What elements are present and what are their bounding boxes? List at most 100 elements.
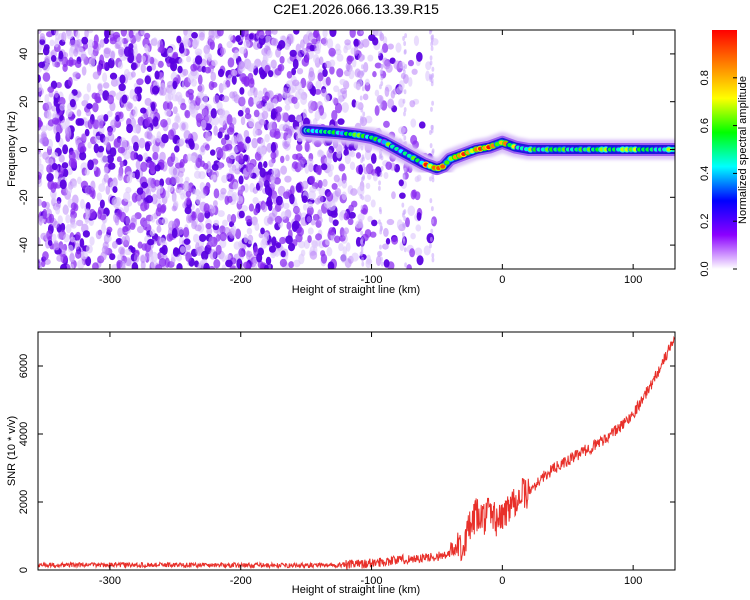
noise-streak xyxy=(431,34,435,40)
spectrogram-y-tick-label: 40 xyxy=(18,48,30,60)
chart-title: C2E1.2026.066.13.39.R15 xyxy=(273,1,439,17)
noise-blob xyxy=(295,43,301,54)
noise-streak xyxy=(404,262,408,268)
noise-streak xyxy=(362,174,366,180)
noise-blob xyxy=(213,219,220,226)
snr-x-tick-label: -100 xyxy=(361,575,383,587)
noise-blob xyxy=(183,183,190,191)
noise-blob xyxy=(103,37,109,45)
noise-blob xyxy=(185,251,192,263)
spectrogram-x-tick-label: -300 xyxy=(99,274,121,286)
noise-blob xyxy=(365,258,373,265)
noise-streak xyxy=(360,204,364,210)
noise-blob xyxy=(226,172,232,179)
noise-blob xyxy=(58,50,64,60)
noise-streak xyxy=(360,223,364,229)
noise-blob xyxy=(270,181,275,190)
noise-blob xyxy=(416,51,423,62)
noise-blob xyxy=(187,72,195,84)
noise-streak xyxy=(429,236,433,242)
noise-blob xyxy=(185,214,192,224)
noise-blob xyxy=(87,141,92,149)
noise-blob xyxy=(146,177,153,188)
noise-blob xyxy=(239,87,245,95)
noise-blob xyxy=(245,59,252,70)
noise-blob xyxy=(339,78,346,86)
noise-blob xyxy=(178,187,183,196)
noise-blob xyxy=(124,257,132,267)
noise-blob xyxy=(278,40,286,49)
noise-blob xyxy=(151,85,160,95)
noise-blob xyxy=(300,94,308,105)
noise-blob xyxy=(204,143,210,151)
noise-blob xyxy=(212,200,218,208)
noise-blob xyxy=(44,55,50,65)
noise-blob xyxy=(406,264,412,269)
noise-blob xyxy=(245,263,251,269)
noise-blob xyxy=(46,164,53,174)
noise-blob xyxy=(253,109,260,118)
noise-blob xyxy=(55,131,61,143)
noise-blob xyxy=(203,44,211,55)
noise-blob xyxy=(51,117,60,125)
noise-blob xyxy=(49,213,55,224)
noise-blob xyxy=(396,219,403,230)
noise-blob xyxy=(70,222,77,229)
noise-blob xyxy=(177,65,183,74)
noise-blob xyxy=(416,255,424,266)
noise-blob xyxy=(284,96,292,106)
noise-blob xyxy=(144,117,151,127)
noise-blob xyxy=(91,52,97,61)
noise-blob xyxy=(40,232,48,240)
snr-y-tick-label: 6000 xyxy=(18,354,30,378)
noise-blob xyxy=(145,195,154,204)
noise-blob xyxy=(38,236,41,247)
noise-blob xyxy=(140,202,148,212)
noise-blob xyxy=(49,39,55,47)
noise-blob xyxy=(107,94,115,105)
noise-blob xyxy=(235,35,241,43)
noise-blob xyxy=(183,129,191,140)
snr-x-tick-label: 100 xyxy=(624,575,642,587)
noise-blob xyxy=(261,203,268,213)
snr-y-tick-label: 4000 xyxy=(18,422,30,446)
noise-blob xyxy=(185,190,192,198)
noise-blob xyxy=(273,177,281,185)
noise-blob xyxy=(119,74,126,84)
noise-blob xyxy=(164,257,170,268)
noise-blob xyxy=(226,214,232,223)
noise-blob xyxy=(110,78,119,87)
noise-streak xyxy=(403,223,406,229)
noise-blob xyxy=(100,154,108,164)
noise-blob xyxy=(271,236,277,247)
noise-streak xyxy=(361,86,365,92)
noise-blob xyxy=(257,161,263,170)
noise-blob xyxy=(382,243,389,250)
noise-blob xyxy=(243,39,251,49)
noise-blob xyxy=(228,167,236,174)
noise-blob xyxy=(140,30,146,36)
noise-blob xyxy=(170,166,178,178)
snr-x-axis-label: Height of straight line (km) xyxy=(292,584,420,596)
noise-blob xyxy=(69,252,75,263)
noise-blob xyxy=(70,208,76,215)
noise-blob xyxy=(74,61,82,69)
noise-blob xyxy=(272,38,278,46)
noise-streak xyxy=(430,81,434,87)
noise-blob xyxy=(51,151,59,158)
noise-blob xyxy=(69,98,76,108)
noise-blob xyxy=(95,230,102,240)
spectrogram-x-ticks: -300 -200 -100 0 100 xyxy=(99,30,642,286)
noise-blob xyxy=(281,112,288,122)
noise-blob xyxy=(343,227,350,235)
noise-blob xyxy=(307,227,314,235)
noise-blob xyxy=(409,100,416,108)
noise-blob xyxy=(398,179,404,187)
noise-blob xyxy=(140,55,147,63)
noise-blob xyxy=(221,252,226,262)
noise-streak xyxy=(378,251,381,257)
noise-blob xyxy=(137,241,143,249)
noise-blob xyxy=(85,244,93,254)
noise-blob xyxy=(75,231,81,241)
